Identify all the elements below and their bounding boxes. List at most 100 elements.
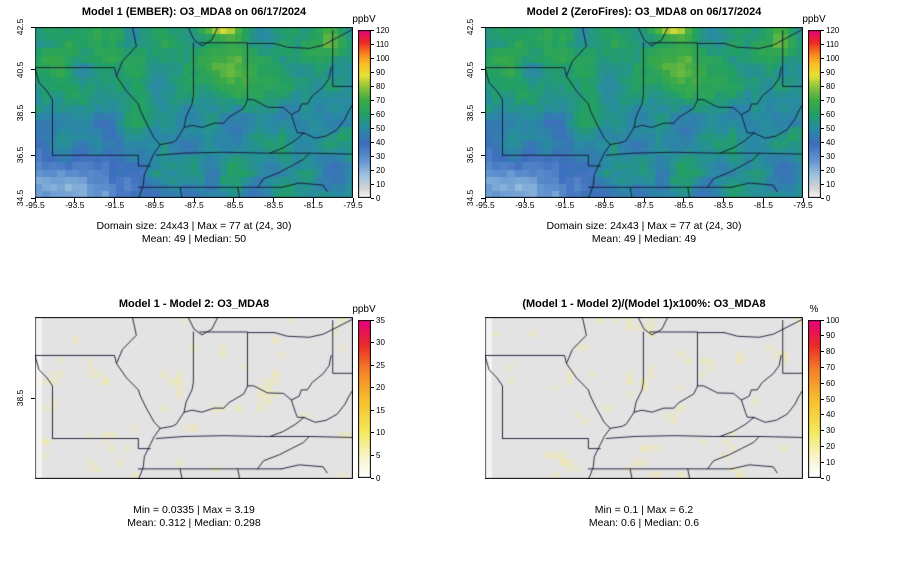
- colorbar-tick-mark: [371, 113, 374, 115]
- x-axis-tick-label: -91.5: [104, 200, 125, 210]
- x-axis-tick-label: -93.5: [515, 200, 535, 210]
- map-heatmap-model1: [35, 27, 353, 198]
- colorbar-tick-mark: [821, 127, 824, 129]
- panel-title: Model 1 - Model 2: O3_MDA8: [118, 298, 270, 310]
- colorbar-tick-mark: [821, 430, 824, 432]
- colorbar-tick-mark: [371, 432, 374, 434]
- colorbar-tick-label: 20: [826, 441, 835, 451]
- x-axis-tick-label: -83.5: [713, 200, 734, 210]
- colorbar-tick-mark: [371, 85, 374, 87]
- colorbar-tick-mark: [821, 29, 824, 31]
- colorbar-tick-label: 0: [376, 473, 381, 483]
- y-axis-tick-mark: [31, 112, 35, 113]
- colorbar-tick-mark: [821, 71, 824, 73]
- colorbar-tick-mark: [371, 127, 374, 129]
- y-axis-tick-label: 34.5: [15, 189, 25, 207]
- colorbar-tick-label: 110: [826, 39, 839, 49]
- colorbar-tick-label: 80: [376, 81, 385, 91]
- x-axis-tick-label: -91.5: [554, 200, 575, 210]
- colorbar-tick-label: 30: [376, 338, 385, 348]
- map-heatmap-model2: [485, 27, 803, 198]
- map-heatmap-difference: [35, 317, 353, 479]
- y-axis-tick-label: 38.5: [465, 104, 475, 121]
- colorbar-tick-mark: [821, 335, 824, 337]
- y-axis-tick-mark: [481, 69, 485, 71]
- colorbar-tick-mark: [821, 398, 824, 400]
- colorbar-unit-label: ppbV: [352, 14, 376, 25]
- colorbar-tick-label: 40: [826, 410, 835, 420]
- colorbar-tick-mark: [821, 43, 824, 45]
- colorbar-tick-label: 10: [376, 428, 385, 438]
- colorbar-tick-mark: [371, 342, 374, 344]
- colorbar-tick-mark: [371, 409, 374, 411]
- colorbar-tick-mark: [821, 461, 824, 463]
- colorbar-tick-mark: [821, 183, 824, 185]
- x-axis-tick-label: -93.5: [65, 200, 85, 210]
- caption-stats-line2: Mean: 0.312 | Median: 0.298: [127, 517, 261, 529]
- colorbar-tick-label: 100: [376, 53, 390, 63]
- colorbar-tick-label: 0: [376, 193, 381, 203]
- x-axis-tick-mark: [312, 198, 314, 202]
- x-axis-tick-mark: [193, 198, 195, 202]
- y-axis-tick-mark: [31, 397, 35, 399]
- colorbar-percent-difference: [808, 320, 821, 478]
- panel-model1: Model 1 (EMBER): O3_MDA8 on 06/17/2024 p…: [0, 0, 450, 280]
- colorbar-tick-label: 50: [376, 123, 385, 133]
- colorbar-tick-mark: [371, 319, 374, 321]
- colorbar-tick-label: 50: [826, 394, 835, 404]
- colorbar-tick-label: 10: [826, 457, 835, 467]
- y-axis-tick-mark: [481, 154, 485, 156]
- colorbar-tick-label: 70: [826, 362, 835, 372]
- colorbar-unit-label: ppbV: [352, 304, 376, 315]
- x-axis-tick-mark: [114, 198, 115, 202]
- colorbar-tick-mark: [371, 141, 374, 143]
- x-axis-tick-mark: [723, 198, 724, 202]
- x-axis-tick-mark: [802, 198, 804, 202]
- colorbar-tick-label: 10: [376, 179, 385, 189]
- x-axis-tick-label: -87.5: [634, 200, 654, 210]
- x-axis-tick-mark: [643, 198, 645, 202]
- colorbar-tick-mark: [821, 197, 824, 199]
- colorbar-tick-label: 30: [376, 151, 385, 161]
- colorbar-tick-label: 40: [826, 137, 835, 147]
- colorbar-unit-label: ppbV: [802, 14, 826, 25]
- x-axis-tick-mark: [34, 198, 36, 202]
- x-axis-tick-mark: [524, 198, 526, 202]
- y-axis-tick-label: 36.5: [465, 146, 475, 164]
- colorbar-tick-mark: [371, 99, 374, 101]
- x-axis-tick-mark: [74, 198, 76, 202]
- panel-title: Model 1 (EMBER): O3_MDA8 on 06/17/2024: [81, 6, 307, 18]
- x-axis-tick-label: -81.5: [753, 200, 773, 210]
- colorbar-tick-mark: [821, 319, 824, 321]
- colorbar-tick-label: 30: [826, 426, 835, 436]
- x-axis-tick-label: -85.5: [674, 200, 694, 210]
- colorbar-tick-mark: [821, 366, 824, 368]
- colorbar-tick-label: 90: [376, 67, 385, 77]
- colorbar-unit-label: %: [809, 304, 819, 315]
- y-axis-tick-mark: [31, 26, 35, 28]
- colorbar-tick-mark: [821, 445, 824, 447]
- y-axis-tick-mark: [481, 112, 485, 113]
- panel-title: Model 2 (ZeroFires): O3_MDA8 on 06/17/20…: [526, 6, 762, 18]
- x-axis-tick-mark: [273, 198, 274, 202]
- y-axis-tick-label: 38.5: [15, 389, 25, 407]
- colorbar-tick-mark: [821, 477, 824, 479]
- x-axis-tick-mark: [603, 198, 605, 202]
- colorbar-tick-label: 90: [826, 331, 835, 341]
- colorbar-tick-label: 120: [376, 25, 390, 35]
- colorbar-tick-mark: [371, 454, 374, 456]
- colorbar-tick-label: 90: [826, 67, 835, 77]
- caption-stats-line1: Domain size: 24x43 | Max = 77 at (24, 30…: [546, 220, 742, 232]
- y-axis-tick-label: 40.5: [465, 61, 475, 79]
- colorbar-tick-mark: [371, 57, 374, 59]
- colorbar-tick-mark: [371, 29, 374, 31]
- x-axis-tick-label: -95.5: [475, 200, 495, 210]
- colorbar-tick-label: 80: [826, 347, 835, 357]
- colorbar-tick-label: 5: [376, 450, 381, 460]
- colorbar-tick-mark: [371, 387, 374, 389]
- caption-stats-line2: Mean: 49 | Median: 50: [141, 233, 247, 245]
- panel-title: (Model 1 - Model 2)/(Model 1)x100%: O3_M…: [522, 298, 766, 310]
- colorbar-tick-mark: [371, 169, 374, 171]
- colorbar-tick-mark: [371, 364, 374, 366]
